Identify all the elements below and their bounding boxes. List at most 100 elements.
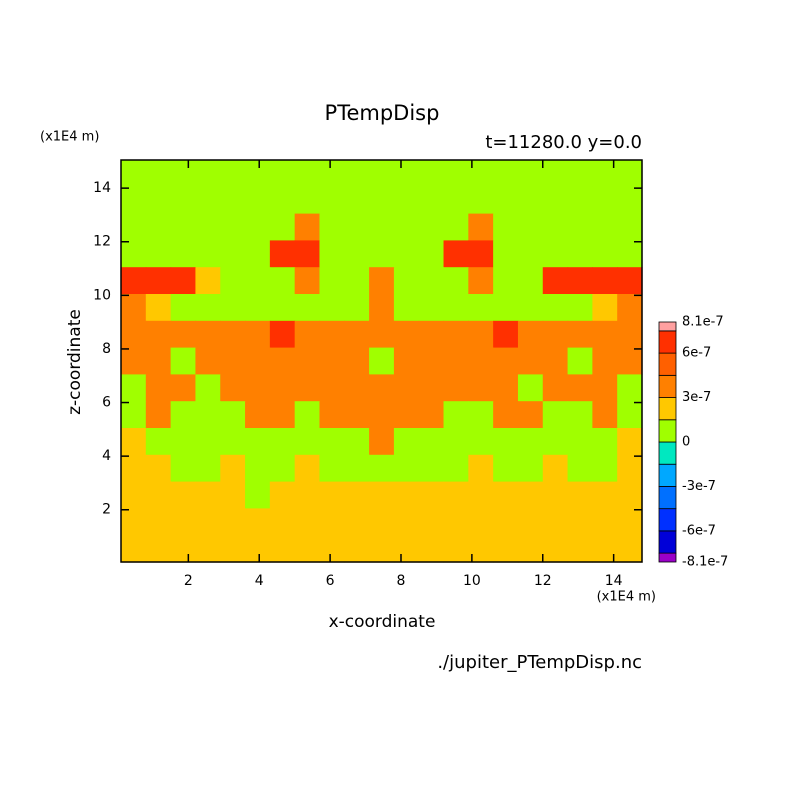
field-cell [517,213,544,241]
field-cell [393,160,420,188]
field-cell [195,160,221,188]
field-cell [294,160,321,188]
field-cell [468,374,494,402]
field-cell [517,454,544,483]
field-cell [344,160,370,188]
field-cell [121,240,147,268]
y-axis-label: z-coordinate [65,309,85,415]
field-cell [592,401,618,429]
field-cell [418,294,445,322]
field-cell [170,160,197,188]
y-tick-label: 6 [102,395,111,411]
field-cell [170,186,197,215]
colorbar-swatch [658,508,677,532]
field-cell [145,294,172,322]
field-cell [245,428,271,456]
field-cell [344,186,370,215]
field-cell [294,347,321,375]
field-cell [393,320,420,349]
field-cell [269,428,296,456]
field-cell [443,454,469,483]
field-cell [344,374,370,402]
field-cell [468,213,494,241]
field-cell [493,428,519,456]
field-cell [443,481,469,509]
field-cell [517,320,544,349]
field-cell [617,401,643,429]
field-cell [542,481,569,509]
y-tick-label: 2 [102,502,111,518]
field-cell [245,374,271,402]
field-cell [344,428,370,456]
field-cell [170,347,197,375]
field-cell [393,347,420,375]
field-cell [617,347,643,375]
field-cell [145,535,172,563]
field-cell [542,508,569,536]
x-tick-label: 8 [397,573,406,589]
field [121,160,643,563]
field-cell [468,320,494,349]
field-cell [592,347,618,375]
field-cell [220,347,246,375]
field-cell [319,213,345,241]
field-cell [369,481,395,509]
field-cell [344,213,370,241]
y-tick-label: 4 [102,448,111,464]
field-cell [294,186,321,215]
x-tick-label: 4 [255,573,264,589]
field-cell [592,294,618,322]
field-cell [269,454,296,483]
field-cell [269,374,296,402]
field-cell [493,213,519,241]
colorbar-swatch [658,374,677,398]
field-cell [443,535,469,563]
field-cell [269,508,296,536]
field-cell [294,267,321,295]
field-cell [294,401,321,429]
field-cell [269,347,296,375]
field-cell [443,428,469,456]
field-cell [542,535,569,563]
field-cell [220,160,246,188]
field-cell [145,454,172,483]
field-cell [369,454,395,483]
field-cell [369,535,395,563]
x-tick-label: 14 [605,573,623,589]
field-cell [195,481,221,509]
field-cell [418,454,445,483]
field-cell [592,267,618,295]
field-cell [170,320,197,349]
field-cell [369,267,395,295]
field-cell [121,160,147,188]
field-cell [393,535,420,563]
field-cell [418,213,445,241]
field-cell [493,535,519,563]
field-cell [443,267,469,295]
field-cell [418,347,445,375]
field-cell [393,186,420,215]
field-cell [245,267,271,295]
field-cell [145,320,172,349]
field-cell [245,401,271,429]
field-cell [195,267,221,295]
field-cell [245,186,271,215]
plot-frame [120,159,643,563]
field-cell [344,294,370,322]
field-cell [468,186,494,215]
field-cell [567,160,593,188]
field-cell [195,535,221,563]
field-cell [245,320,271,349]
field-cell [418,374,445,402]
field-cell [195,374,221,402]
field-cell [418,240,445,268]
field-cell [542,240,569,268]
field-cell [443,401,469,429]
field-cell [319,508,345,536]
field-cell [294,213,321,241]
field-cell [369,294,395,322]
field-cell [245,160,271,188]
field-cell [517,428,544,456]
